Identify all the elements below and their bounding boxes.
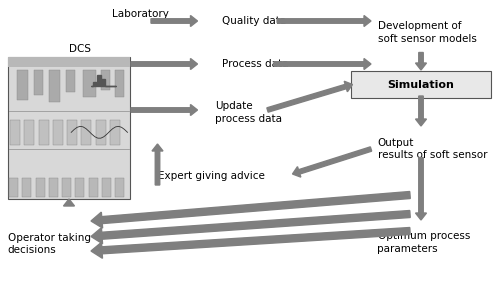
FancyArrow shape xyxy=(151,15,198,27)
Bar xyxy=(62,178,71,197)
Bar xyxy=(84,70,96,97)
FancyBboxPatch shape xyxy=(350,71,490,98)
Bar xyxy=(49,70,59,102)
FancyArrow shape xyxy=(416,158,426,220)
FancyArrow shape xyxy=(152,144,163,185)
Bar xyxy=(81,120,91,145)
FancyArrow shape xyxy=(91,192,410,228)
FancyArrow shape xyxy=(278,15,371,27)
FancyArrow shape xyxy=(131,105,198,115)
Text: Laboratory: Laboratory xyxy=(112,9,168,19)
Bar xyxy=(115,178,124,197)
Text: Simulation: Simulation xyxy=(387,80,454,89)
Text: Update
process data: Update process data xyxy=(215,101,282,124)
Bar xyxy=(24,120,34,145)
Bar xyxy=(96,120,106,145)
FancyArrow shape xyxy=(267,81,352,112)
Text: Process data: Process data xyxy=(222,59,289,69)
Text: Development of
soft sensor models: Development of soft sensor models xyxy=(378,21,476,44)
FancyArrow shape xyxy=(64,199,74,206)
Polygon shape xyxy=(91,76,116,87)
Bar xyxy=(34,70,43,95)
Bar xyxy=(9,178,18,197)
Bar xyxy=(100,70,110,90)
FancyArrow shape xyxy=(91,211,410,244)
Bar xyxy=(116,70,124,97)
Bar xyxy=(88,178,98,197)
FancyArrow shape xyxy=(292,147,372,177)
Bar xyxy=(110,120,120,145)
Bar xyxy=(53,120,63,145)
Bar xyxy=(67,120,77,145)
Bar xyxy=(18,70,28,100)
Text: Output
results of soft sensor: Output results of soft sensor xyxy=(378,138,487,160)
Bar xyxy=(49,178,58,197)
Bar xyxy=(38,120,48,145)
FancyArrow shape xyxy=(416,96,426,126)
FancyArrow shape xyxy=(131,58,198,70)
FancyBboxPatch shape xyxy=(8,56,130,68)
Bar xyxy=(10,120,20,145)
FancyArrow shape xyxy=(274,58,371,70)
FancyArrow shape xyxy=(416,52,426,70)
Bar xyxy=(102,178,111,197)
FancyBboxPatch shape xyxy=(8,56,130,199)
Text: Quality data: Quality data xyxy=(222,16,287,26)
Bar xyxy=(36,178,44,197)
Bar xyxy=(22,178,31,197)
Text: Optimum process
parameters: Optimum process parameters xyxy=(378,231,470,254)
Text: DCS: DCS xyxy=(69,44,91,54)
Text: Expert giving advice: Expert giving advice xyxy=(158,171,264,181)
FancyArrow shape xyxy=(91,227,410,258)
Bar xyxy=(75,178,84,197)
Bar xyxy=(66,70,74,92)
Text: Operator taking
decisions: Operator taking decisions xyxy=(8,233,90,255)
